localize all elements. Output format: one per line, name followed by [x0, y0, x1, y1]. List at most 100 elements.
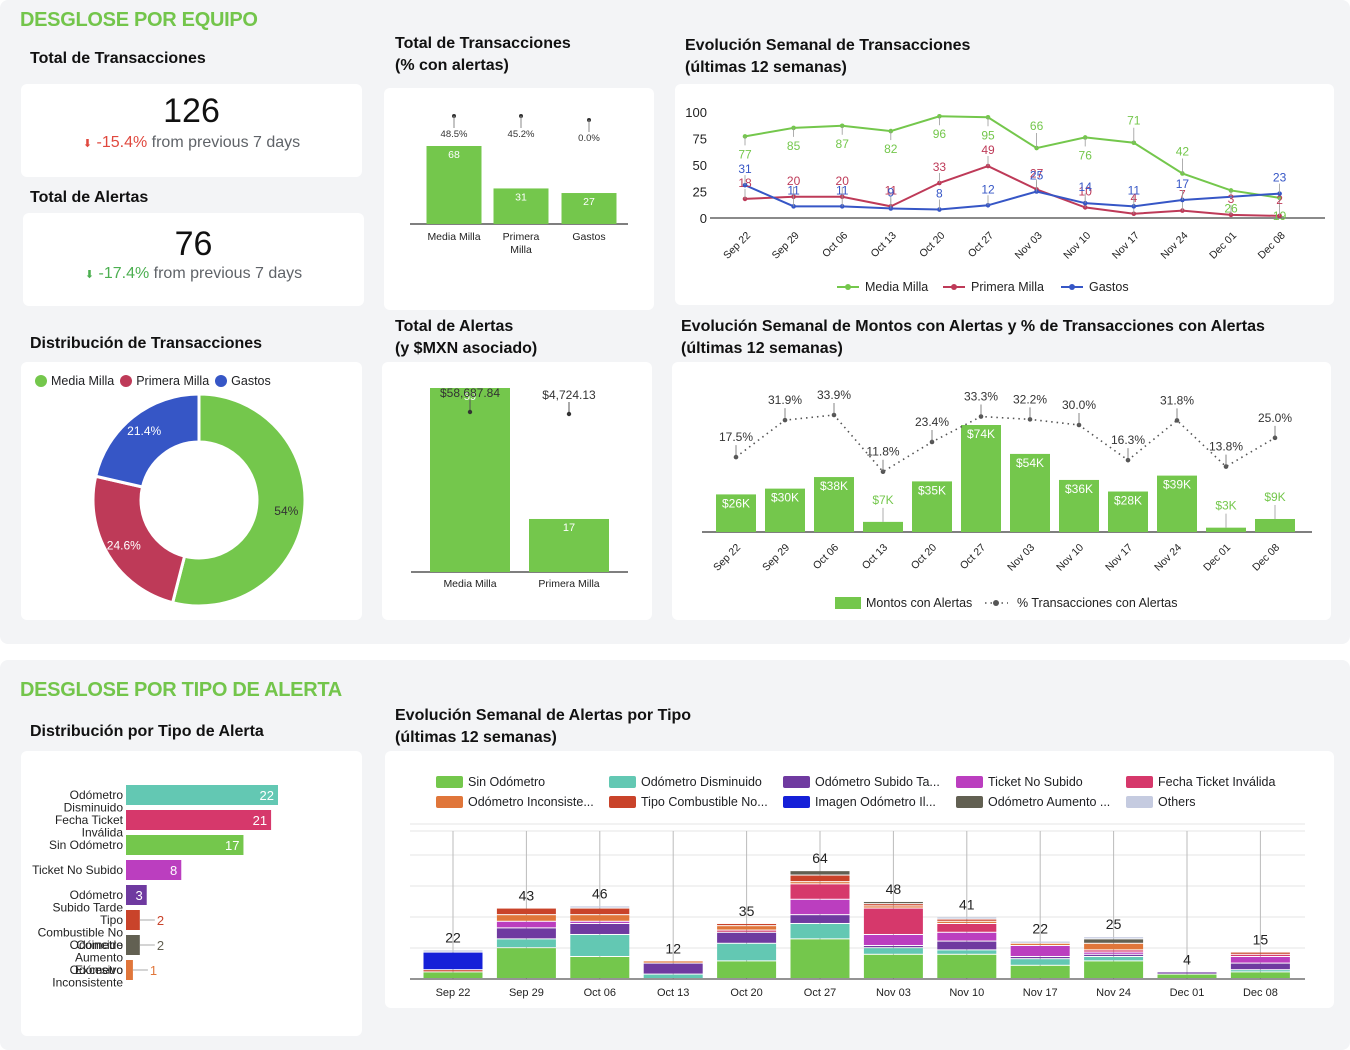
legend-item[interactable]: Ticket No Subido: [956, 775, 1083, 789]
bar-value-label: 17: [563, 522, 575, 534]
chart-dist-tx: 54% 24.6% 21.4%: [91, 392, 307, 608]
x-tick-label: Primera Milla: [538, 578, 599, 590]
stack-segment: [717, 923, 777, 926]
legend-item-media-milla[interactable]: Media Milla: [35, 374, 114, 388]
data-label: 95: [981, 128, 995, 142]
bar-value-label: $38K: [820, 479, 848, 493]
series-line-media-milla: [744, 115, 1280, 199]
y-tick-label: Inconsistente: [52, 976, 123, 990]
legend-label: Odómetro Subido Ta...: [815, 775, 940, 789]
slice-label: 24.6%: [107, 539, 141, 553]
data-label: 17: [1176, 177, 1190, 191]
legend-item[interactable]: Sin Odómetro: [436, 775, 545, 789]
chart-dist-tipo-title: Distribución por Tipo de Alerta: [30, 723, 264, 740]
x-tick-label: Nov 10: [1061, 230, 1093, 262]
x-tick-label: Oct 13: [869, 230, 899, 260]
x-tick-label: Sep 29: [760, 542, 792, 574]
stack-segment: [496, 921, 556, 928]
x-tick-label: Nov 10: [1054, 542, 1086, 574]
legend-item[interactable]: Odómetro Inconsiste...: [436, 795, 594, 809]
data-label: 10: [1079, 184, 1093, 198]
legend-item[interactable]: Odómetro Subido Ta...: [783, 775, 940, 789]
bar-value-label: 2: [157, 913, 164, 928]
bar: [430, 388, 510, 572]
chart-alertas-mxn-title-line1: Total de Alertas: [395, 318, 514, 335]
x-tick-label: Dec 01: [1201, 542, 1233, 574]
x-tick-label: Dec 01: [1170, 987, 1205, 999]
chart-montos-title-line2: (últimas 12 semanas): [681, 340, 843, 357]
bar-value-label: $74K: [967, 427, 995, 441]
pct-point: [733, 454, 739, 460]
stack-segment: [570, 915, 630, 921]
x-tick-label: Dec 01: [1207, 230, 1239, 262]
legend-item[interactable]: Odómetro Disminuido: [609, 775, 762, 789]
pct-label: 16.3%: [1111, 433, 1145, 447]
bar: [561, 193, 617, 224]
bar-value-label: 59: [464, 391, 476, 403]
pct-label: 45.2%: [508, 129, 535, 140]
legend-swatch-icon: [783, 796, 810, 808]
bar: [716, 494, 756, 532]
donut-slice-gastos: [93, 392, 201, 489]
y-tick-label: Combustible No: [38, 926, 124, 940]
legend-dot-icon: [120, 375, 133, 387]
total-label: 22: [445, 929, 461, 945]
stack-segment: [1084, 950, 1144, 952]
chart-alertas-mxn-title: Total de Alertas (y $MXN asociado): [395, 316, 537, 360]
bar: [126, 960, 133, 980]
total-label: 25: [1106, 916, 1122, 932]
x-tick-label: Nov 17: [1110, 230, 1142, 262]
mxn-label: $58,687.84: [440, 386, 500, 400]
legend-item[interactable]: Others: [1126, 795, 1196, 809]
bar: [912, 481, 952, 532]
stack-segment: [570, 956, 630, 978]
mxn-label: $4,724.13: [542, 388, 596, 402]
y-tick-label: 100: [685, 105, 707, 120]
total-label: 48: [886, 881, 902, 897]
stack-segment: [937, 917, 997, 919]
kpi-alertas-card: 76 ⬇ -17.4% from previous 7 days: [23, 213, 364, 306]
y-tick-label: 0: [700, 211, 707, 226]
stack-segment: [863, 954, 923, 978]
kpi-alertas-value: 76: [174, 225, 213, 263]
stack-segment: [863, 945, 923, 948]
bar: [126, 935, 140, 955]
legend-item-gastos[interactable]: Gastos: [215, 374, 271, 388]
series-line-primera-milla: [744, 164, 1280, 217]
total-label: 43: [519, 888, 535, 904]
legend-item[interactable]: Odómetro Aumento ...: [956, 795, 1110, 809]
stack-segment: [496, 908, 556, 915]
pct-point: [1027, 417, 1033, 422]
stack-segment: [1084, 952, 1144, 954]
bar-value-label: 27: [583, 196, 595, 208]
bar-value-label: 2: [157, 938, 164, 953]
stack-segment: [863, 934, 923, 945]
y-tick-label: Inválida: [82, 826, 124, 840]
legend-item[interactable]: Fecha Ticket Inválida: [1126, 775, 1275, 789]
stack-segment: [1157, 972, 1217, 974]
section-tipo-alerta: DESGLOSE POR TIPO DE ALERTA Distribución…: [0, 660, 1350, 1050]
data-label: 82: [884, 142, 898, 156]
chart-montos-title-line1: Evolución Semanal de Montos con Alertas …: [681, 318, 1265, 335]
donut-slice-media-milla: [170, 392, 307, 608]
x-tick-label: Sep 22: [721, 230, 753, 262]
legend-item[interactable]: Tipo Combustible No...: [609, 795, 768, 809]
data-label: 20: [836, 174, 850, 188]
stack-segment: [717, 926, 777, 930]
pct-label: 25.0%: [1258, 411, 1292, 425]
legend-label: Primera Milla: [136, 374, 210, 388]
bar: [765, 488, 805, 532]
stack-segment: [790, 939, 850, 978]
legend-label: Fecha Ticket Inválida: [1158, 775, 1276, 789]
stack-segment: [1230, 972, 1290, 978]
x-tick-label: Oct 06: [820, 230, 850, 260]
stack-segment: [790, 871, 850, 875]
x-tick-label: Nov 24: [1152, 542, 1184, 574]
chart-dist-tx-title: Distribución de Transacciones: [30, 335, 263, 352]
x-tick-label: Oct 13: [860, 542, 890, 572]
donut-legend: Media Milla Primera Milla Gastos: [35, 374, 277, 388]
legend-item-primera-milla[interactable]: Primera Milla: [120, 374, 209, 388]
legend-item[interactable]: Imagen Odómetro Il...: [783, 795, 936, 809]
stack-segment: [717, 930, 777, 932]
